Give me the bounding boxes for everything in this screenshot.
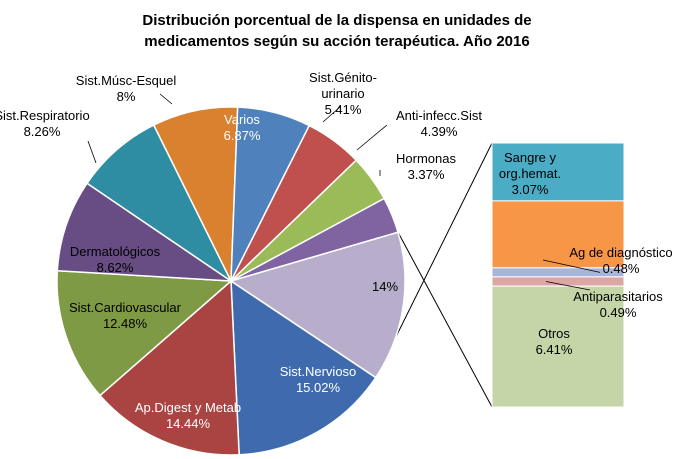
label-sist-genito-urinario: Sist.Génito-urinario 5.41% [309, 70, 377, 117]
label-sist-musc-esquel: Sist.Músc-Esquel 8% [76, 73, 177, 104]
slice-dermatologicos [56, 182, 234, 282]
label-dermatologicos: Dermatológicos 8.62% [70, 244, 161, 275]
label-anti-infecc-sist: Anti-infecc.Sist 4.39% [396, 108, 482, 139]
connector-line-bottom [397, 232, 493, 408]
bar-segment-otros [491, 285, 625, 408]
data-labels: Sist.Nervioso 15.02% Ap.Digest y Metab 14.4… [0, 70, 673, 431]
leader-lines [87, 93, 601, 291]
slice-ap-digest-y-metab [98, 279, 240, 456]
label-otros: 14% [372, 279, 398, 294]
slice-sist-nervioso [230, 279, 377, 456]
leader-anti-infecc-sist [356, 124, 388, 151]
leader-sist-musc-esquel [159, 93, 173, 105]
bar-segment-unlabeled [491, 200, 625, 269]
leader-ag-de-diagnostico [542, 259, 601, 273]
label-varios: Varios 6.87% [224, 112, 261, 143]
chart-title-text: Distribución porcentual de la dispensa e… [142, 12, 531, 50]
label-sist-respiratorio: Sist.Respiratorio 8.26% [0, 108, 90, 139]
label-bar-antiparasitarios: Antiparasitarios 0.49% [573, 289, 663, 320]
leader-sist-genito-urinario [322, 106, 341, 123]
slice-otros [229, 231, 406, 379]
label-sist-cardiovascular: Sist.Cardiovascular 12.48% [69, 300, 182, 331]
leader-sist-respiratorio [87, 140, 97, 164]
label-bar-otros: Otros 6.41% [536, 326, 573, 357]
bar-segment-antiparasitarios [491, 276, 625, 287]
label-sist-nervioso: Sist.Nervioso 15.02% [280, 364, 357, 395]
chart-title: Distribución porcentual de la dispensa e… [142, 12, 531, 50]
label-bar-sangre-y-org-hemat: Sangre y org.hemat. 3.07% [499, 150, 561, 197]
slice-sist-respiratorio [85, 124, 233, 284]
label-bar-ag-de-diagnostico: Ag de diagnóstico 0.48% [569, 245, 672, 276]
label-ap-digest-y-metab: Ap.Digest y Metab 14.44% [135, 400, 241, 431]
leader-antiparasitarios [545, 281, 591, 291]
slice-sist-cardiovascular [56, 269, 233, 397]
pie-slices [56, 106, 406, 456]
label-hormonas: Hormonas 3.37% [396, 151, 456, 182]
secondary-bar [491, 142, 625, 408]
